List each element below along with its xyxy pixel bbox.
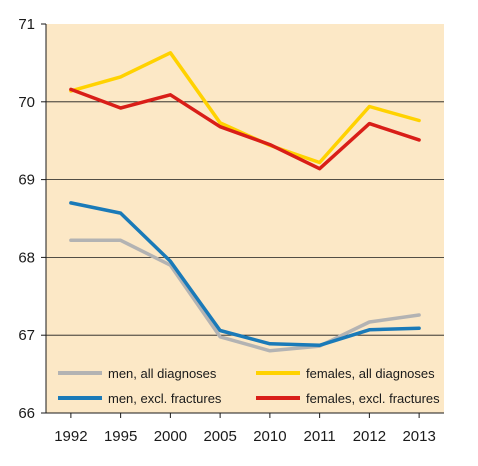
x-axis-ticks: 1992 1995 2000 2005 2010 2011 2012 2013: [54, 413, 436, 445]
legend: men, all diagnoses females, all diagnoses…: [58, 366, 440, 406]
plot-background: [46, 24, 444, 413]
x-tick-label: 2000: [154, 428, 187, 445]
gridlines: [46, 101, 444, 336]
x-tick-label: 1995: [104, 428, 137, 445]
x-tick-label: 2010: [253, 428, 286, 445]
legend-label: females, all diagnoses: [306, 366, 435, 381]
series-line-2: [69, 201, 421, 348]
y-tick-label: 68: [18, 249, 35, 266]
x-tick-label: 2011: [303, 428, 335, 445]
y-tick-label: 66: [18, 405, 35, 422]
series-line-0: [69, 238, 421, 353]
y-tick-label: 71: [18, 16, 35, 33]
x-tick-label: 2013: [402, 428, 435, 445]
x-tick-label: 1992: [54, 428, 87, 445]
y-tick-label: 69: [18, 172, 35, 189]
legend-label: men, excl. fractures: [108, 391, 222, 406]
legend-label: females, excl. fractures: [306, 391, 440, 406]
series-lines: [69, 51, 421, 353]
x-tick-label: 2005: [203, 428, 236, 445]
y-tick-label: 67: [18, 327, 35, 344]
x-tick-label: 2012: [353, 428, 386, 445]
series-line-3: [69, 87, 421, 171]
y-tick-label: 70: [18, 94, 35, 111]
y-axis-ticks: 66 67 68 69 70 71: [18, 16, 46, 422]
legend-label: men, all diagnoses: [108, 366, 217, 381]
